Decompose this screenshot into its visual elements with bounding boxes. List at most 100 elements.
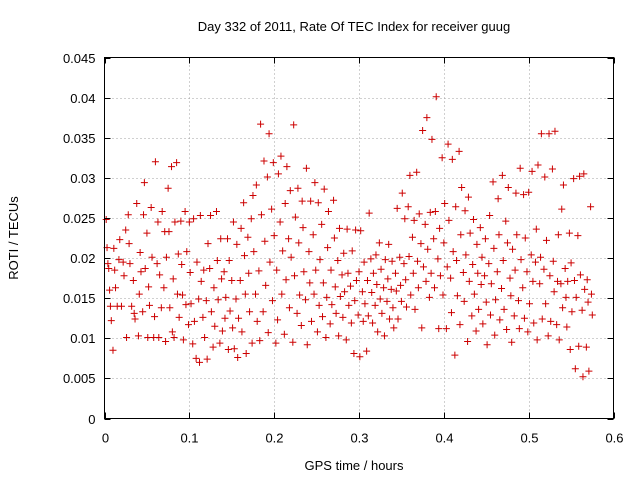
data-point bbox=[571, 365, 579, 373]
data-point bbox=[479, 320, 487, 328]
data-point bbox=[291, 272, 299, 280]
data-point bbox=[428, 135, 436, 143]
data-point bbox=[531, 258, 539, 266]
data-point bbox=[319, 313, 327, 321]
data-point bbox=[340, 249, 348, 257]
data-point bbox=[580, 170, 588, 178]
data-point bbox=[400, 260, 408, 268]
data-point bbox=[421, 220, 429, 228]
data-point bbox=[324, 244, 332, 252]
data-point bbox=[440, 239, 448, 247]
data-point bbox=[519, 284, 527, 292]
data-point bbox=[117, 302, 125, 310]
data-point bbox=[291, 213, 299, 221]
data-point bbox=[588, 311, 596, 319]
data-point bbox=[207, 308, 215, 316]
data-point bbox=[286, 187, 294, 195]
data-point bbox=[190, 317, 198, 325]
data-point bbox=[551, 127, 559, 135]
data-point bbox=[302, 296, 310, 304]
data-point bbox=[277, 152, 285, 160]
data-point bbox=[374, 328, 382, 336]
data-point bbox=[403, 303, 411, 311]
data-point bbox=[481, 235, 489, 243]
data-point bbox=[397, 281, 405, 289]
data-point bbox=[378, 309, 386, 317]
data-point bbox=[266, 258, 274, 266]
data-point bbox=[541, 173, 549, 181]
data-point bbox=[449, 248, 457, 256]
data-point bbox=[147, 204, 155, 212]
data-point bbox=[220, 268, 228, 276]
data-point bbox=[548, 165, 556, 173]
data-point bbox=[252, 290, 260, 298]
data-point bbox=[434, 255, 442, 263]
data-point bbox=[431, 208, 439, 216]
data-point bbox=[154, 218, 162, 226]
x-axis-label: GPS time / hours bbox=[305, 458, 404, 473]
data-point bbox=[295, 239, 303, 247]
data-point bbox=[173, 159, 181, 167]
data-point bbox=[310, 290, 318, 298]
data-point bbox=[443, 263, 451, 271]
data-point bbox=[575, 342, 583, 350]
data-point bbox=[369, 319, 377, 327]
data-point bbox=[213, 256, 221, 264]
data-point bbox=[478, 253, 486, 261]
data-point bbox=[469, 260, 477, 268]
data-point bbox=[347, 282, 355, 290]
data-point bbox=[459, 268, 467, 276]
y-tick-label: 0.04 bbox=[70, 91, 95, 106]
data-point bbox=[324, 208, 332, 216]
data-point bbox=[536, 280, 544, 288]
data-point bbox=[140, 179, 148, 187]
data-point bbox=[587, 290, 595, 298]
data-point bbox=[182, 301, 190, 309]
data-point bbox=[158, 208, 166, 216]
data-point bbox=[160, 284, 168, 292]
data-point bbox=[259, 308, 267, 316]
data-point bbox=[546, 272, 554, 280]
data-point bbox=[270, 232, 278, 240]
data-point bbox=[372, 251, 380, 259]
data-point bbox=[257, 211, 265, 219]
data-point bbox=[196, 358, 204, 366]
data-point bbox=[380, 332, 388, 340]
data-point bbox=[128, 302, 136, 310]
data-point bbox=[268, 297, 276, 305]
data-point bbox=[385, 240, 393, 248]
data-point bbox=[476, 224, 484, 232]
data-point bbox=[542, 300, 550, 308]
data-point bbox=[411, 305, 419, 313]
data-point bbox=[391, 269, 399, 277]
data-point bbox=[164, 184, 172, 192]
y-tick-label: 0.035 bbox=[63, 131, 96, 146]
data-point bbox=[376, 295, 384, 303]
y-tick-label: 0 bbox=[88, 412, 95, 427]
data-point bbox=[276, 218, 284, 226]
data-point bbox=[498, 285, 506, 293]
data-point bbox=[348, 247, 356, 255]
chart-title: Day 332 of 2011, Rate Of TEC Index for r… bbox=[198, 19, 510, 34]
data-point bbox=[265, 130, 273, 138]
data-point bbox=[240, 252, 248, 260]
x-tick-label: 0.2 bbox=[265, 431, 283, 446]
data-point bbox=[363, 347, 371, 355]
data-point bbox=[494, 195, 502, 203]
data-point bbox=[401, 215, 409, 223]
data-point bbox=[439, 291, 447, 299]
data-point bbox=[512, 189, 520, 197]
data-point bbox=[432, 93, 440, 101]
data-point bbox=[105, 264, 113, 272]
data-point bbox=[570, 277, 578, 285]
data-point bbox=[451, 351, 459, 359]
data-point bbox=[557, 280, 565, 288]
data-point bbox=[197, 277, 205, 285]
data-point bbox=[498, 171, 506, 179]
data-point bbox=[356, 353, 364, 361]
data-point bbox=[134, 332, 142, 340]
data-point bbox=[500, 305, 508, 313]
data-point bbox=[190, 215, 198, 223]
data-point bbox=[515, 325, 523, 333]
